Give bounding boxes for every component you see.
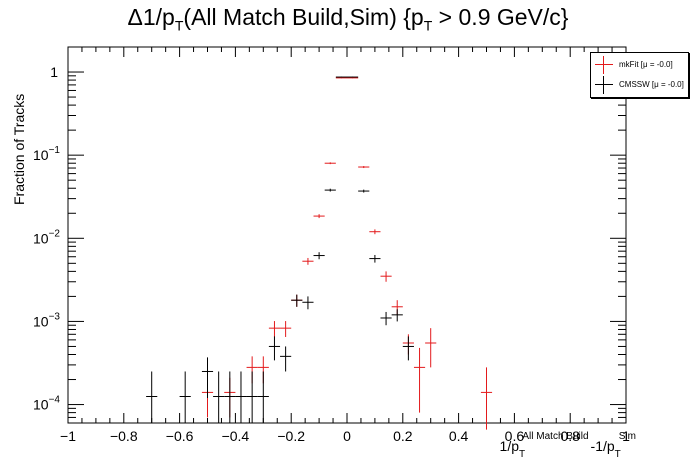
x-tick-label: 0.4 — [449, 428, 469, 444]
title-sub: T — [174, 17, 184, 34]
x-axis-label: 1/pTAll Match Build-1/pTSim — [499, 431, 638, 460]
x-tick-label: −0.8 — [110, 428, 138, 444]
legend-marker — [595, 56, 613, 74]
legend-label: CMSSW [μ = -0.0] — [619, 80, 684, 89]
xlabel-sub: T — [519, 449, 525, 460]
legend-entry-mkfit: mkFit [μ = -0.0] — [591, 55, 688, 75]
y-tick-label: 10−1 — [33, 145, 60, 163]
y-tick-label: 10−4 — [33, 395, 60, 413]
xlabel-sup: All Match Build — [522, 431, 589, 442]
x-tick-label: −0.4 — [222, 428, 250, 444]
y-axis-label: Fraction of Tracks — [11, 93, 27, 205]
x-tick-label: −1 — [60, 428, 76, 444]
title-part: (All Match Build,Sim) {p — [183, 4, 424, 30]
xlabel-part: 1/p — [499, 438, 520, 454]
legend-marker — [595, 76, 613, 94]
y-tick-label: 1 — [50, 64, 58, 80]
x-tick-label: 0.8 — [560, 428, 580, 444]
title-part: Δ1/p — [127, 4, 175, 30]
y-tick-label: 10−2 — [33, 228, 60, 246]
legend-label: mkFit [μ = -0.0] — [619, 60, 673, 69]
chart-title: Δ1/pT(All Match Build,Sim) {pT > 0.9 GeV… — [0, 4, 696, 34]
x-tick-label: −0.2 — [277, 428, 305, 444]
xlabel-part: -1/p — [590, 438, 615, 454]
xlabel-sup: Sim — [618, 431, 636, 442]
x-tick-label: 0.2 — [393, 428, 413, 444]
legend: mkFit [μ = -0.0] CMSSW [μ = -0.0] — [590, 52, 689, 98]
xlabel-sub: T — [614, 449, 621, 460]
x-tick-label: −0.6 — [166, 428, 194, 444]
x-tick-label: 0.6 — [505, 428, 525, 444]
title-sub: T — [423, 17, 433, 34]
legend-entry-cmssw: CMSSW [μ = -0.0] — [591, 75, 688, 95]
plot-frame — [67, 46, 627, 424]
x-tick-label: 1 — [622, 428, 630, 444]
x-tick-label: 0 — [343, 428, 351, 444]
title-part: > 0.9 GeV/c} — [432, 4, 569, 30]
y-tick-label: 10−3 — [33, 311, 60, 329]
